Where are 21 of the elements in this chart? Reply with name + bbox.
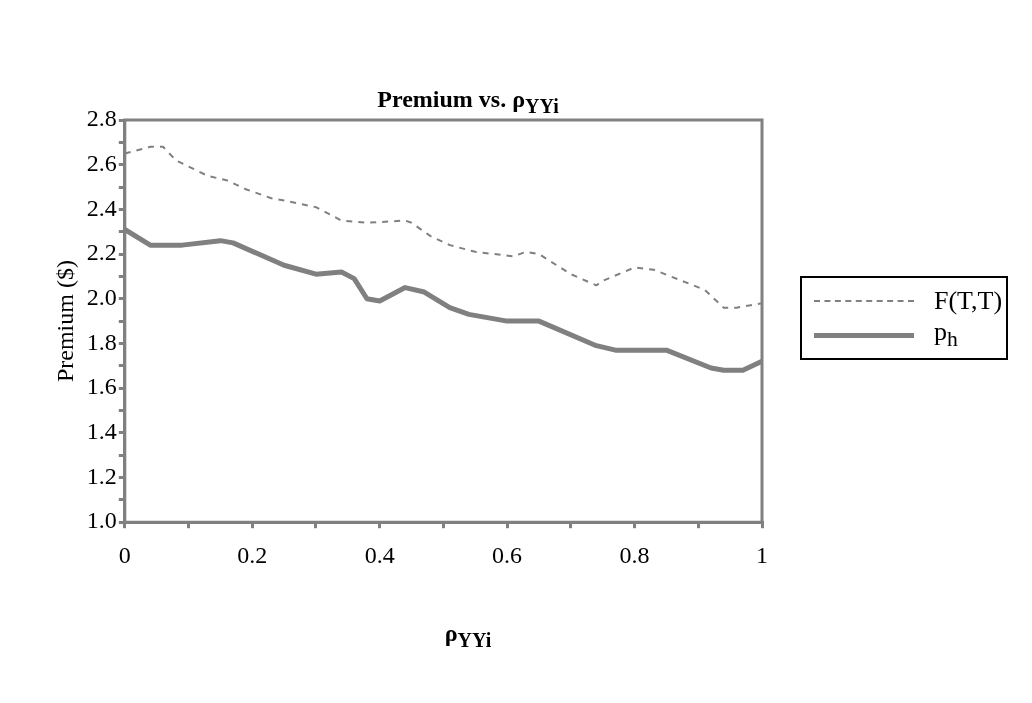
y-tick-label: 1.0 [86,507,117,534]
x-tick-label: 0.8 [619,541,650,568]
y-tick-label: 2.2 [86,239,117,266]
legend-label: F(T,T) [934,286,1003,316]
x-tick-label: 0 [118,541,131,568]
x-tick-label: 0.2 [237,541,268,568]
y-tick-label: 2.6 [86,149,117,176]
y-tick-label: 1.6 [86,373,117,400]
legend-label: p$_{h}$ [934,317,958,353]
x-tick-label: 0.4 [364,541,395,568]
x-tick-label: 1 [756,541,768,568]
y-tick-label: 2.8 [86,105,117,132]
y-tick-label: 1.2 [86,462,117,489]
y-axis-title: Premium ($) [51,260,78,383]
y-tick-label: 2.0 [86,284,117,311]
y-tick-label: 1.8 [86,328,117,355]
x-tick-label: 0.6 [492,541,523,568]
chart-title: Premium vs. ρ$_{YYi}$ [376,86,560,118]
x-axis-title: ρ$_{YYi}$ [443,620,493,652]
y-tick-label: 2.4 [86,194,117,221]
y-tick-label: 1.4 [86,418,117,445]
